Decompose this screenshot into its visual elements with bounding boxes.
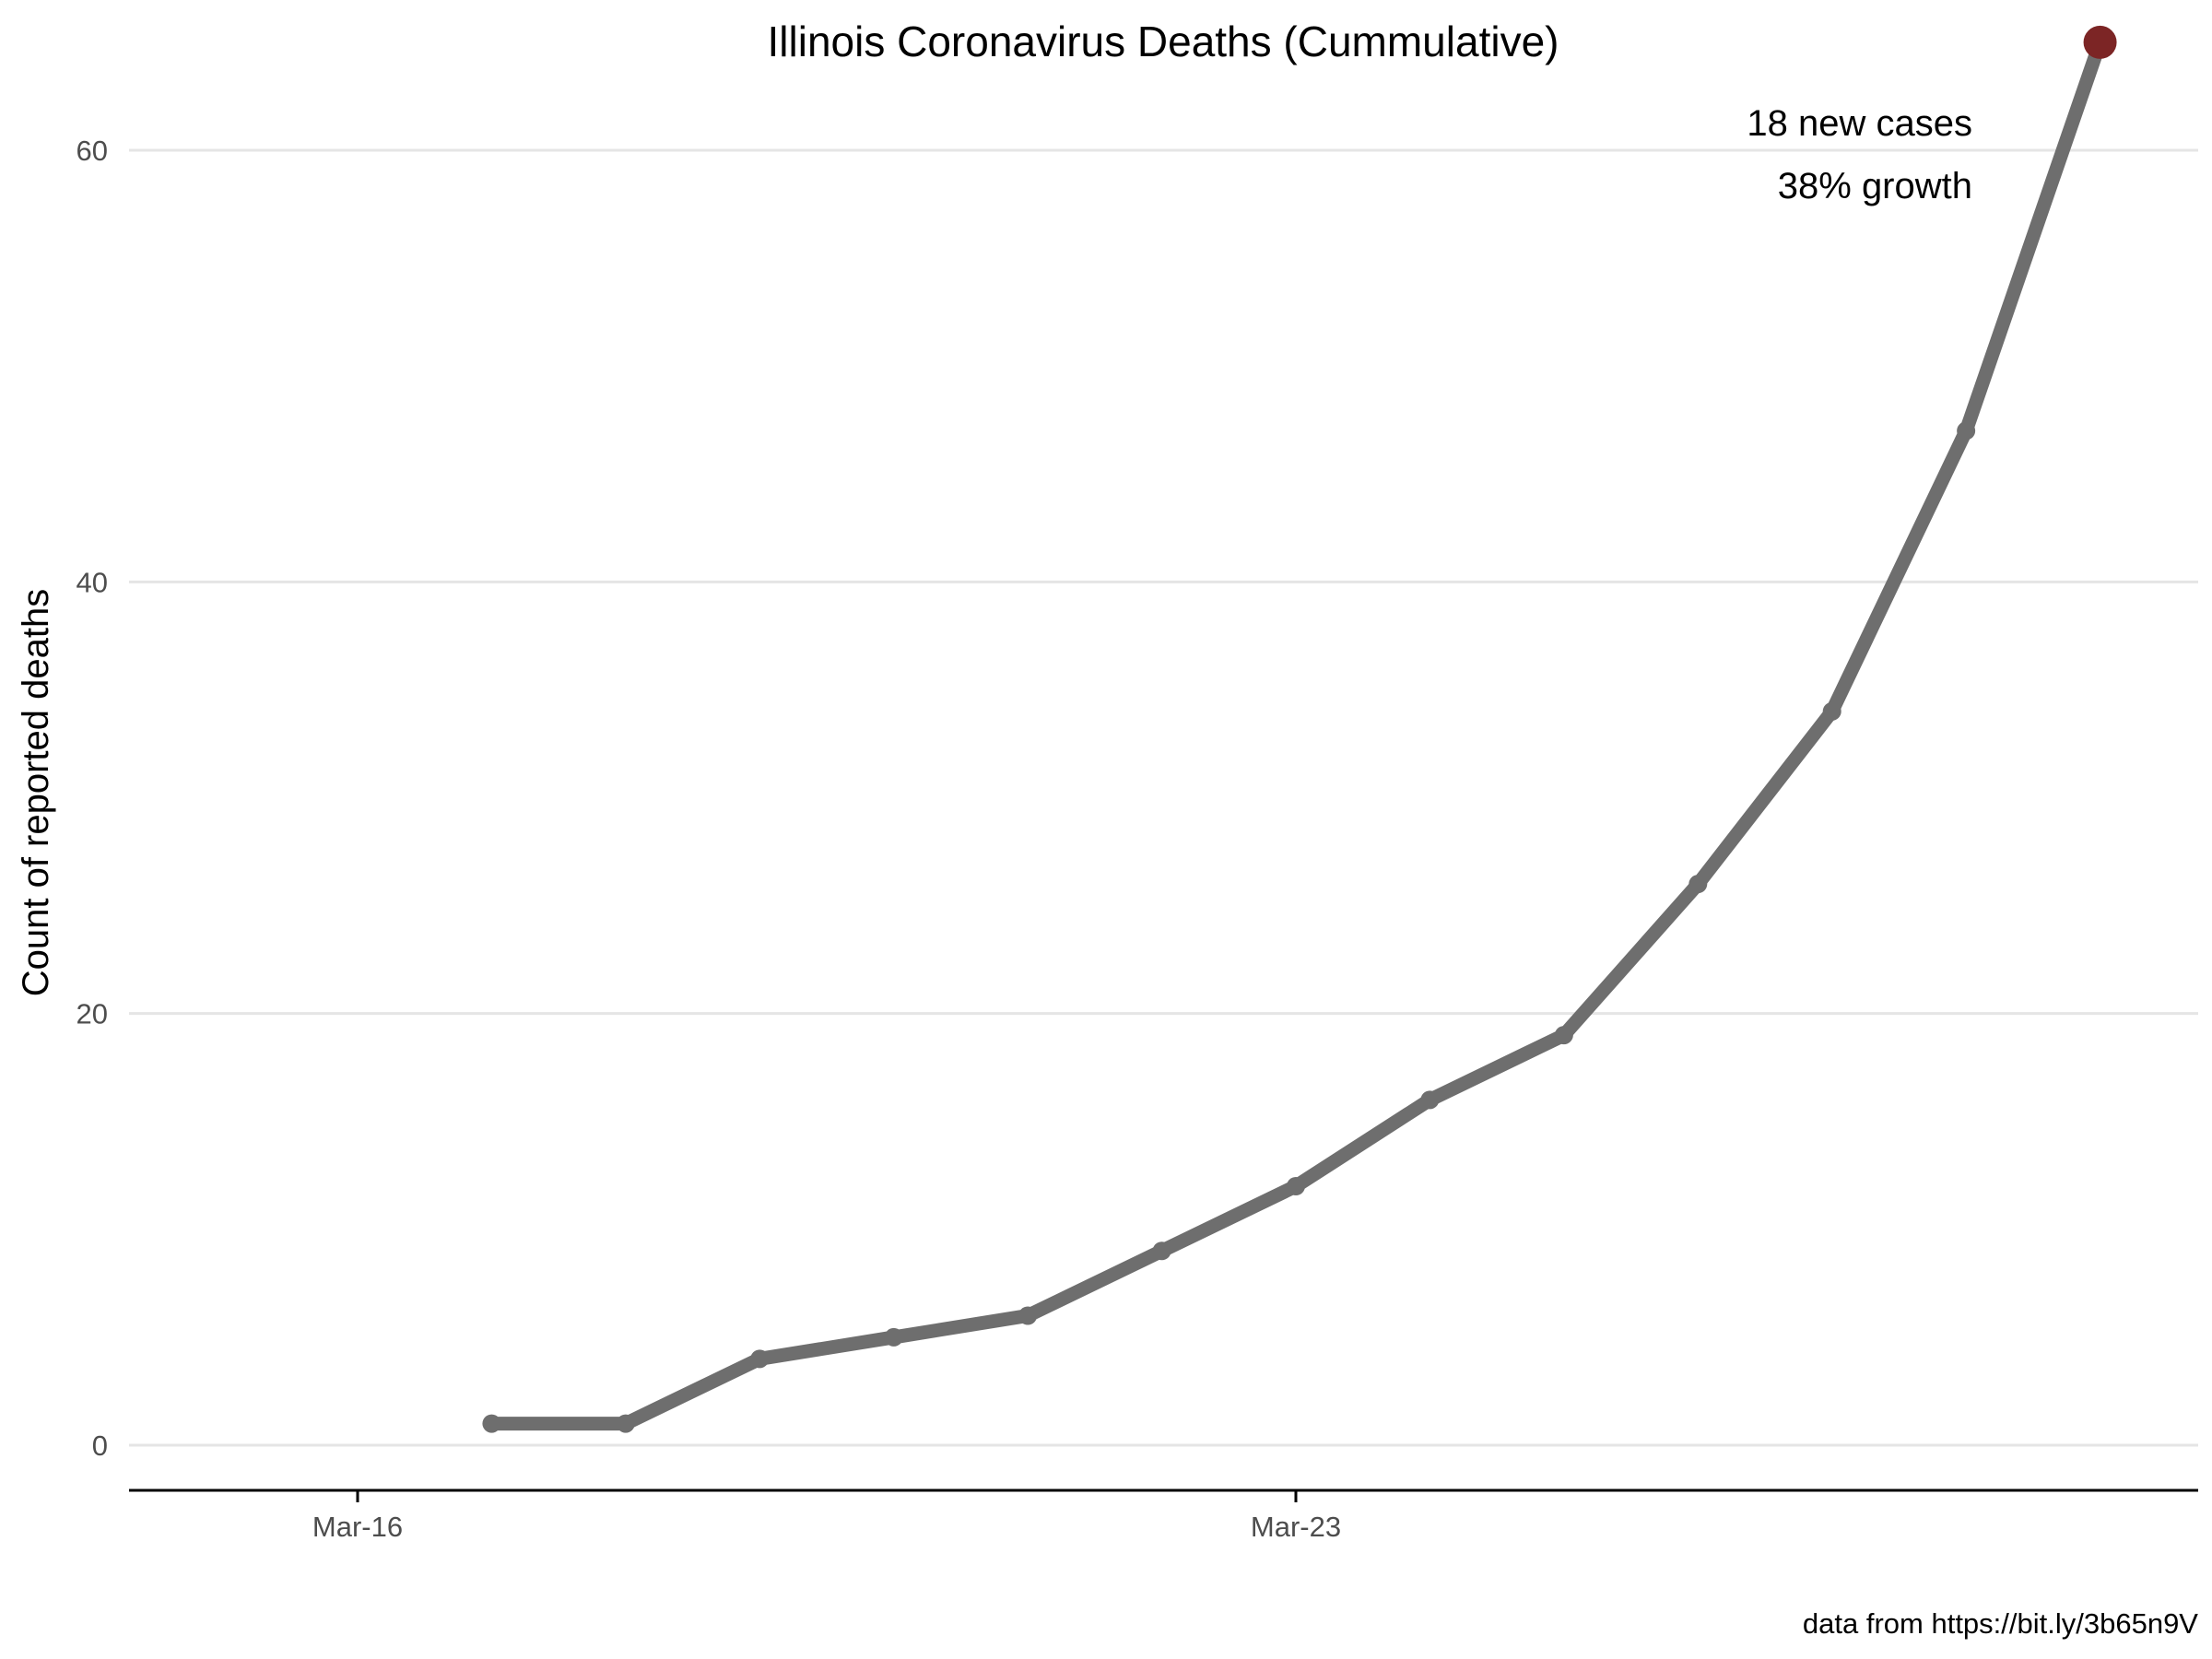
- data-point: [1287, 1177, 1305, 1195]
- x-tick-label-Mar-23: Mar-23: [1251, 1511, 1341, 1543]
- y-tick-label-40: 40: [76, 566, 108, 598]
- data-point: [1957, 421, 1976, 441]
- gridlines: [129, 148, 2198, 1447]
- y-axis-label: Count of reported deaths: [16, 589, 56, 997]
- annotation-growth: 38% growth: [1778, 166, 1972, 206]
- data-point: [482, 1414, 501, 1433]
- chart-title: Illinois Coronavirus Deaths (Cummulative…: [768, 18, 1559, 65]
- data-point-highlight: [2083, 25, 2117, 59]
- y-tick-label-60: 60: [76, 135, 108, 167]
- x-axis-ticks: Mar-16 Mar-23: [312, 1490, 1341, 1543]
- y-tick-label-20: 20: [76, 998, 108, 1030]
- data-point: [1688, 875, 1708, 894]
- source-caption: data from https://bit.ly/3b65n9V: [1803, 1607, 2198, 1640]
- data-point: [1018, 1306, 1038, 1325]
- data-point: [1420, 1090, 1440, 1110]
- series-deaths: [482, 25, 2117, 1433]
- data-point: [616, 1414, 635, 1433]
- data-point: [1152, 1241, 1171, 1261]
- series-line: [484, 35, 2108, 1431]
- y-axis-ticks: 0 20 40 60: [76, 135, 108, 1462]
- data-point: [884, 1327, 903, 1347]
- y-tick-label-0: 0: [92, 1430, 108, 1462]
- data-point: [1554, 1026, 1573, 1045]
- data-point: [1822, 701, 1841, 721]
- annotation-new-cases: 18 new cases: [1747, 103, 1972, 144]
- data-point: [750, 1349, 770, 1369]
- x-tick-label-Mar-16: Mar-16: [312, 1511, 403, 1543]
